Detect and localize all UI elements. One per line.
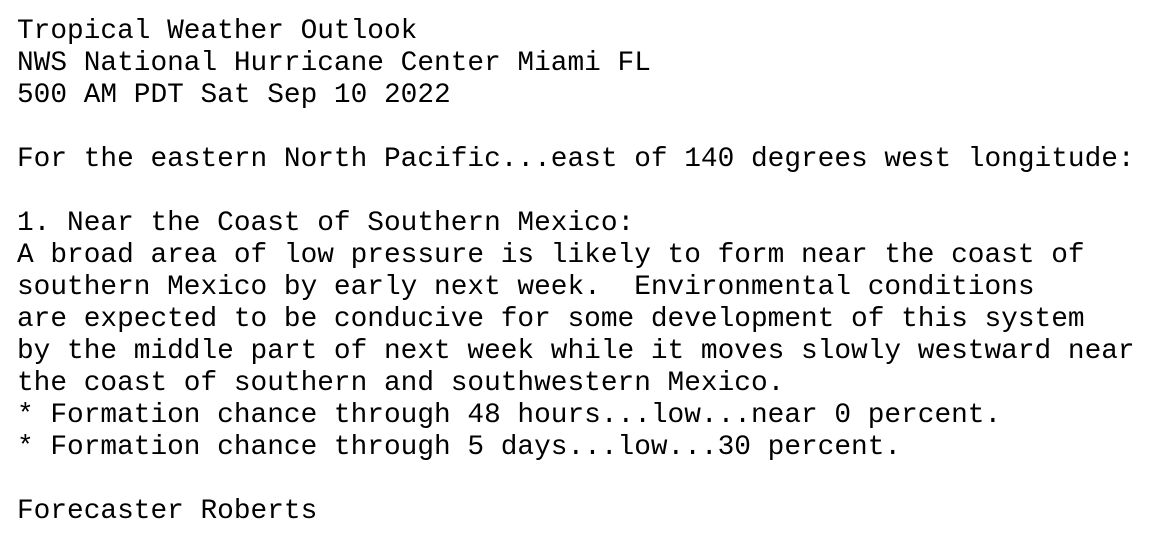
document-title: Tropical Weather Outlook: [17, 16, 418, 47]
blank-line: [17, 176, 1174, 208]
issuing-office: NWS National Hurricane Center Miami FL: [17, 48, 651, 79]
system-body-line: A broad area of low pressure is likely t…: [17, 240, 1085, 271]
system-body-line: by the middle part of next week while it…: [17, 336, 1135, 367]
system-body-line: are expected to be conducive for some de…: [17, 304, 1085, 335]
outlook-document: Tropical Weather Outlook NWS National Hu…: [17, 16, 1174, 527]
scope-statement: For the eastern North Pacific...east of …: [17, 144, 1135, 175]
issue-time: 500 AM PDT Sat Sep 10 2022: [17, 80, 451, 111]
system-body-line: southern Mexico by early next week. Envi…: [17, 272, 1035, 303]
formation-chance-48h: * Formation chance through 48 hours...lo…: [17, 400, 1002, 431]
forecaster-signature: Forecaster Roberts: [17, 496, 318, 527]
blank-line: [17, 464, 1174, 496]
system-heading: 1. Near the Coast of Southern Mexico:: [17, 208, 635, 239]
formation-chance-5d: * Formation chance through 5 days...low.…: [17, 432, 902, 463]
system-body-line: the coast of southern and southwestern M…: [17, 368, 785, 399]
blank-line: [17, 112, 1174, 144]
